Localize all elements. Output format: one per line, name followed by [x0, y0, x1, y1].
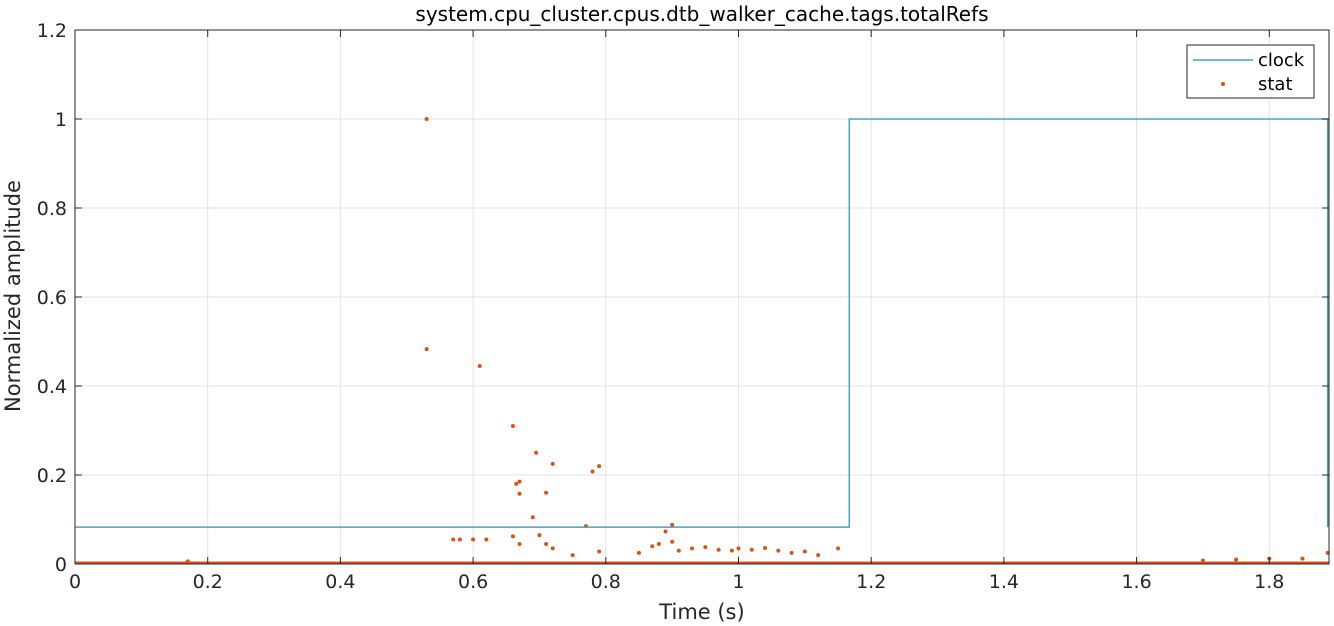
x-tick-label: 0 — [69, 571, 81, 593]
stat-point — [537, 533, 542, 538]
stat-point — [836, 546, 841, 551]
stat-point — [510, 534, 515, 539]
stat-point — [424, 347, 429, 352]
stat-point — [517, 491, 522, 496]
stat-point — [636, 550, 641, 555]
stat-point — [776, 548, 781, 553]
clock-line — [75, 118, 1329, 528]
stat-point — [670, 522, 675, 527]
stat-point — [729, 548, 734, 553]
stat-point — [656, 541, 661, 546]
stat-point — [1234, 557, 1239, 562]
stat-point — [550, 546, 555, 551]
stat-point — [517, 541, 522, 546]
stat-point — [597, 464, 602, 469]
y-tick-label: 0.2 — [37, 465, 67, 487]
axes-layer: 0 0.2 0.4 0.6 0.8 1 1.2 1.4 1.6 1.8 0 0.2 0.4 0.6 0.8 1… — [37, 20, 1330, 593]
stat-point — [185, 559, 190, 564]
y-axis-label: Normalized amplitude — [1, 180, 25, 412]
stat-point — [457, 537, 462, 542]
y-tick-label: 1 — [55, 109, 67, 131]
y-tick-label: 0 — [55, 554, 67, 576]
stat-point — [802, 549, 807, 554]
x-axis-label: Time (s) — [658, 600, 744, 624]
stat-point — [670, 539, 675, 544]
y-tick-label: 1.2 — [37, 20, 67, 42]
stat-point — [590, 469, 595, 474]
x-tick-label: 0.8 — [591, 571, 621, 593]
legend: clock stat — [1186, 44, 1315, 99]
stat-point — [789, 550, 794, 555]
stat-point — [530, 515, 535, 520]
stat-point — [484, 537, 489, 542]
y-tick-label: 0.4 — [37, 376, 67, 398]
stat-point — [517, 479, 522, 484]
stat-point — [1300, 556, 1305, 561]
legend-stat-swatch — [1221, 82, 1225, 86]
x-tick-label: 0.2 — [193, 571, 223, 593]
stat-point — [514, 481, 519, 486]
stat-point — [544, 490, 549, 495]
stat-point — [749, 547, 754, 552]
y-tick-label: 0.6 — [37, 287, 67, 309]
stat-point — [676, 548, 681, 553]
x-tick-label: 1 — [732, 571, 744, 593]
stat-point — [424, 117, 429, 121]
stat-point — [477, 363, 482, 368]
x-tick-label: 1.8 — [1254, 571, 1284, 593]
stat-point — [736, 546, 741, 551]
grid-layer — [74, 29, 1329, 565]
stat-point — [650, 544, 655, 549]
stat-point — [703, 545, 708, 550]
x-tick-label: 0.4 — [325, 571, 355, 593]
stat-point — [716, 547, 721, 552]
stat-point — [544, 541, 549, 546]
stat-point — [570, 553, 575, 558]
stat-point — [816, 553, 821, 558]
x-tick-label: 1.6 — [1121, 571, 1151, 593]
legend-box — [1186, 44, 1315, 99]
stat-point — [471, 537, 476, 542]
legend-stat-label: stat — [1258, 74, 1293, 95]
x-tick-label: 0.6 — [458, 571, 488, 593]
stat-point — [690, 546, 695, 551]
series-layer — [75, 117, 1330, 565]
chart-title: system.cpu_cluster.cpus.dtb_walker_cache… — [415, 2, 988, 26]
stat-point — [534, 450, 539, 455]
stat-point — [510, 424, 515, 429]
stat-point — [663, 529, 668, 534]
stat-point — [451, 537, 456, 542]
y-tick-label: 0.8 — [37, 198, 67, 220]
stat-point — [597, 549, 602, 554]
stat-point — [1200, 558, 1205, 563]
stat-point — [550, 461, 555, 466]
x-tick-label: 1.2 — [856, 571, 886, 593]
x-tick-label: 1.4 — [989, 571, 1019, 593]
legend-clock-label: clock — [1258, 50, 1305, 71]
stat-point — [763, 545, 768, 550]
